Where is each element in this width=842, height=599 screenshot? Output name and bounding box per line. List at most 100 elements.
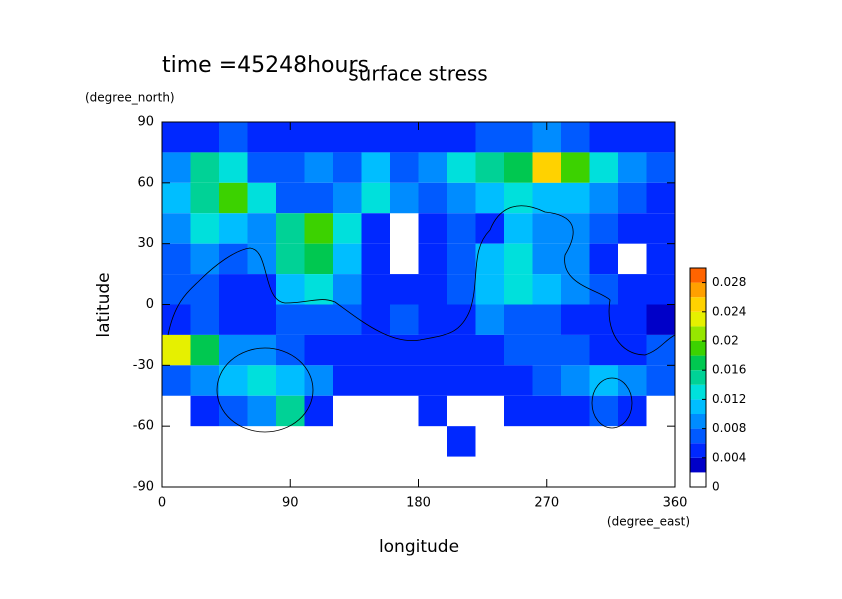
- field-cell: [561, 243, 590, 275]
- field-cell: [219, 365, 248, 396]
- field-cell: [589, 213, 618, 244]
- field-cell: [247, 395, 276, 427]
- colorbar-box: [690, 443, 706, 458]
- field-cell: [475, 304, 504, 335]
- field-cell: [361, 243, 390, 275]
- y-tick-label: -30: [133, 358, 154, 373]
- x-tick-label: 360: [663, 496, 688, 511]
- field-cell: [247, 304, 276, 335]
- field-cell: [618, 213, 647, 244]
- chart-title: surface stress: [348, 62, 487, 86]
- field-cell: [418, 334, 447, 366]
- field-cell: [504, 122, 533, 153]
- field-cell: [418, 395, 447, 427]
- field-cell: [561, 395, 590, 427]
- field-cell: [447, 243, 476, 275]
- colorbar-box: [690, 370, 706, 385]
- x-units: (degree_east): [607, 515, 690, 529]
- field-cell: [447, 334, 476, 366]
- field-cell: [589, 122, 618, 153]
- field-cell: [190, 334, 219, 366]
- field-cell: [504, 365, 533, 396]
- field-cell: [190, 122, 219, 153]
- field-cell: [561, 152, 590, 183]
- field-cell: [589, 243, 618, 275]
- field-cell: [646, 365, 675, 396]
- colorbar-frame: [689, 267, 707, 488]
- colorbar-box: [690, 384, 706, 400]
- field-cell: [361, 122, 390, 153]
- field-cell: [190, 274, 219, 305]
- field-cell: [390, 122, 419, 153]
- field-cell: [304, 395, 333, 427]
- field-cell: [646, 304, 675, 335]
- field-cell: [190, 152, 219, 183]
- field-cell: [162, 334, 191, 366]
- field-cell: [589, 274, 618, 305]
- field-cell: [361, 274, 390, 305]
- field-cell: [561, 365, 590, 396]
- field-cell: [190, 395, 219, 427]
- colorbar-tick-label: 0.02: [712, 334, 739, 348]
- field-cell: [618, 182, 647, 214]
- field-cell: [333, 122, 362, 153]
- field-cell: [162, 243, 191, 275]
- field-cell: [276, 213, 305, 244]
- field-cell: [504, 334, 533, 366]
- field-cell: [475, 182, 504, 214]
- coastline: [216, 347, 314, 433]
- field-cell: [162, 182, 191, 214]
- field-cell: [190, 213, 219, 244]
- colorbar-box: [690, 326, 706, 341]
- colorbar-tick-label: 0.028: [712, 275, 746, 289]
- field-cell: [618, 274, 647, 305]
- field-cell: [618, 334, 647, 366]
- field-cell: [475, 152, 504, 183]
- field-cell: [247, 274, 276, 305]
- colorbar-box: [690, 268, 706, 283]
- field-cell: [276, 395, 305, 427]
- field-cell: [646, 274, 675, 305]
- field-cell: [333, 365, 362, 396]
- field-cell: [618, 152, 647, 183]
- field-cell: [190, 243, 219, 275]
- field-cell: [190, 365, 219, 396]
- y-tick-label: -60: [133, 419, 154, 434]
- field-cell: [447, 426, 476, 457]
- field-cell: [532, 152, 561, 183]
- field-cell: [532, 182, 561, 214]
- field-cell: [162, 152, 191, 183]
- field-cell: [447, 304, 476, 335]
- colorbar-box: [690, 414, 706, 429]
- field-cell: [618, 365, 647, 396]
- field-cell: [190, 182, 219, 214]
- field-cell: [390, 152, 419, 183]
- field-cell: [361, 152, 390, 183]
- field-cell: [589, 182, 618, 214]
- colorbar-box: [690, 282, 706, 298]
- field-cell: [504, 274, 533, 305]
- field-cell: [475, 213, 504, 244]
- y-tick-label: 30: [137, 236, 154, 251]
- colorbar-tick-label: 0.004: [712, 450, 746, 464]
- field-cell: [532, 213, 561, 244]
- y-axis-label: latitude: [94, 272, 114, 337]
- field-cell: [447, 122, 476, 153]
- field-cell: [247, 122, 276, 153]
- y-tick-label: -90: [133, 480, 154, 495]
- y-tick-label: 0: [146, 297, 154, 312]
- field-cell: [276, 304, 305, 335]
- field-cell: [418, 152, 447, 183]
- field-cell: [162, 365, 191, 396]
- field-cell: [532, 365, 561, 396]
- colorbar-tick-label: 0.024: [712, 304, 746, 318]
- field-cell: [589, 395, 618, 427]
- field-cell: [532, 243, 561, 275]
- field-cell: [361, 182, 390, 214]
- field-cell: [219, 122, 248, 153]
- field-cell: [219, 152, 248, 183]
- field-cell: [646, 334, 675, 366]
- field-cell: [390, 334, 419, 366]
- field-cell: [504, 243, 533, 275]
- field-cell: [304, 304, 333, 335]
